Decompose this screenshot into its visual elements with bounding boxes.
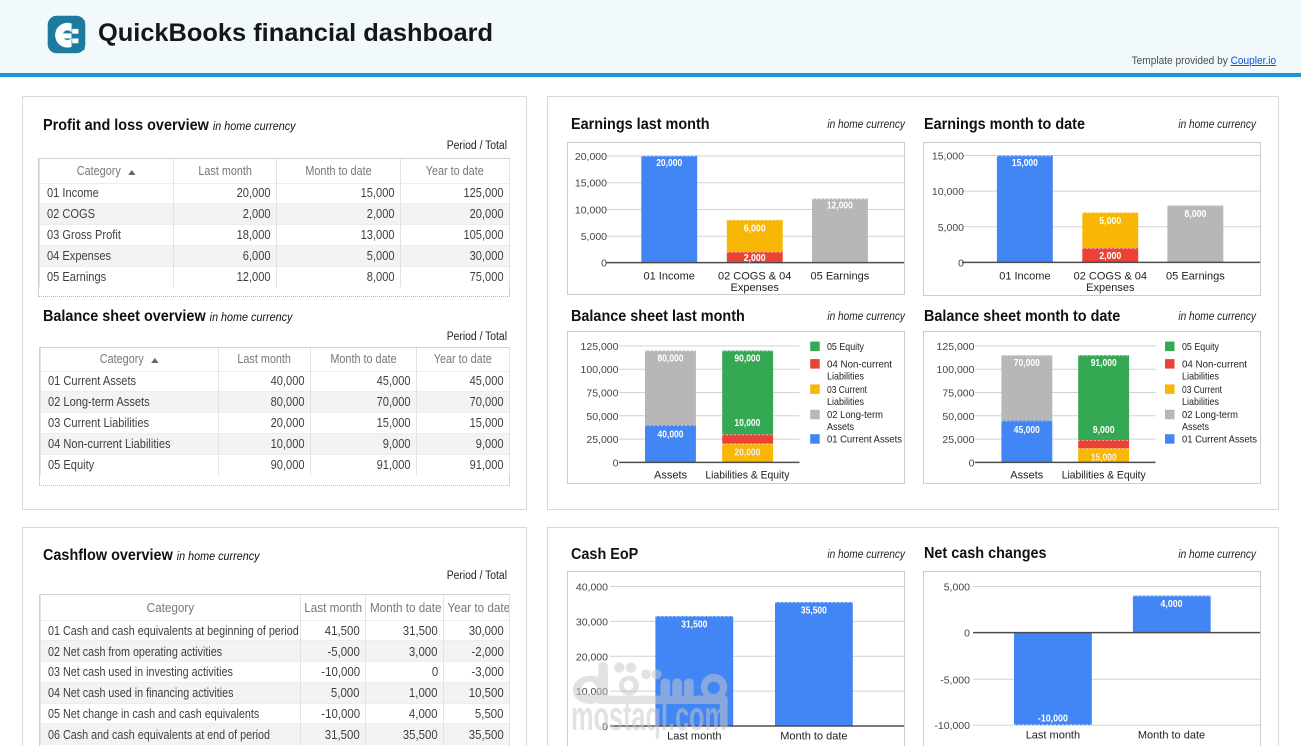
svg-text:31,500: 31,500 [681, 620, 707, 631]
svg-text:5,000: 5,000 [938, 222, 964, 234]
svg-text:10,000: 10,000 [734, 418, 760, 429]
svg-text:0: 0 [969, 457, 975, 469]
svg-text:02 Long-term: 02 Long-term [827, 409, 883, 421]
svg-text:80,000: 80,000 [658, 354, 684, 365]
svg-text:15,000: 15,000 [932, 151, 964, 163]
svg-text:5,000: 5,000 [944, 582, 970, 594]
svg-text:20,000: 20,000 [734, 448, 760, 459]
svg-text:05 Earnings: 05 Earnings [811, 271, 870, 283]
svg-text:Last month: Last month [1026, 730, 1080, 742]
svg-text:100,000: 100,000 [581, 364, 619, 376]
svg-text:0: 0 [964, 628, 970, 640]
svg-text:10,000: 10,000 [575, 205, 607, 217]
svg-text:01 Current Assets: 01 Current Assets [827, 434, 902, 446]
svg-text:-10,000: -10,000 [1038, 714, 1068, 725]
svg-text:9,000: 9,000 [1093, 425, 1115, 436]
svg-text:40,000: 40,000 [658, 430, 684, 441]
svg-text:Liabilities: Liabilities [1182, 371, 1219, 383]
svg-text:20,000: 20,000 [656, 158, 682, 169]
svg-text:2,000: 2,000 [744, 253, 766, 264]
svg-text:Assets: Assets [654, 470, 688, 482]
svg-text:90,000: 90,000 [734, 354, 760, 365]
svg-text:Liabilities & Equity: Liabilities & Equity [1062, 470, 1146, 482]
svg-text:100,000: 100,000 [937, 364, 975, 376]
svg-text:125,000: 125,000 [581, 341, 619, 353]
svg-text:05 Equity: 05 Equity [827, 341, 865, 353]
svg-text:Liabilities: Liabilities [827, 371, 864, 383]
svg-text:02 COGS & 04: 02 COGS & 04 [1074, 271, 1147, 283]
svg-text:2,000: 2,000 [1099, 251, 1121, 262]
svg-text:20,000: 20,000 [576, 651, 608, 663]
svg-text:Expenses: Expenses [1086, 282, 1135, 294]
svg-text:0: 0 [613, 457, 619, 469]
svg-text:Month to date: Month to date [1138, 730, 1205, 742]
svg-text:Month to date: Month to date [780, 731, 847, 743]
svg-text:Liabilities & Equity: Liabilities & Equity [705, 470, 789, 482]
svg-text:91,000: 91,000 [1091, 358, 1117, 369]
svg-text:25,000: 25,000 [586, 434, 618, 446]
svg-text:05 Equity: 05 Equity [1182, 341, 1220, 353]
svg-text:4,000: 4,000 [1161, 599, 1183, 610]
svg-text:04 Non-current: 04 Non-current [1182, 359, 1247, 371]
svg-text:01 Income: 01 Income [644, 271, 695, 283]
svg-text:15,000: 15,000 [1012, 158, 1038, 169]
svg-text:5,000: 5,000 [1099, 216, 1121, 227]
svg-text:0: 0 [602, 721, 608, 733]
svg-text:-5,000: -5,000 [940, 674, 970, 686]
svg-text:mostaql.com: mostaql.com [571, 695, 727, 740]
svg-text:Assets: Assets [1010, 470, 1044, 482]
svg-text:01 Current Assets: 01 Current Assets [1182, 434, 1257, 446]
svg-text:20,000: 20,000 [575, 151, 607, 163]
svg-text:25,000: 25,000 [942, 434, 974, 446]
svg-text:Assets: Assets [827, 421, 854, 433]
svg-text:0: 0 [958, 257, 964, 269]
svg-text:50,000: 50,000 [942, 411, 974, 423]
svg-text:70,000: 70,000 [1014, 358, 1040, 369]
svg-text:45,000: 45,000 [1014, 425, 1040, 436]
svg-text:Liabilities: Liabilities [827, 396, 864, 408]
svg-text:15,000: 15,000 [575, 178, 607, 190]
svg-text:125,000: 125,000 [937, 341, 975, 353]
svg-text:04 Non-current: 04 Non-current [827, 359, 892, 371]
svg-text:8,000: 8,000 [1184, 209, 1206, 220]
svg-text:12,000: 12,000 [827, 201, 853, 212]
svg-text:50,000: 50,000 [586, 411, 618, 423]
svg-text:Expenses: Expenses [731, 282, 780, 294]
svg-text:Liabilities: Liabilities [1182, 396, 1219, 408]
svg-text:40,000: 40,000 [576, 582, 608, 594]
svg-text:02 Long-term: 02 Long-term [1182, 409, 1238, 421]
svg-text:-10,000: -10,000 [934, 720, 970, 732]
svg-text:6,000: 6,000 [744, 223, 766, 234]
svg-text:15,000: 15,000 [1091, 452, 1117, 463]
svg-text:30,000: 30,000 [576, 616, 608, 628]
svg-text:03 Current: 03 Current [1182, 384, 1222, 396]
svg-text:0: 0 [601, 258, 607, 270]
svg-text:Last month: Last month [667, 731, 721, 743]
svg-text:01 Income: 01 Income [999, 271, 1050, 283]
svg-text:35,500: 35,500 [801, 606, 827, 617]
svg-text:75,000: 75,000 [586, 388, 618, 400]
svg-text:75,000: 75,000 [942, 388, 974, 400]
svg-text:02 COGS & 04: 02 COGS & 04 [718, 271, 791, 283]
svg-text:10,000: 10,000 [932, 186, 964, 198]
svg-text:Assets: Assets [1182, 421, 1209, 433]
svg-text:5,000: 5,000 [581, 231, 607, 243]
svg-text:05 Earnings: 05 Earnings [1166, 271, 1225, 283]
svg-text:03 Current: 03 Current [827, 384, 867, 396]
